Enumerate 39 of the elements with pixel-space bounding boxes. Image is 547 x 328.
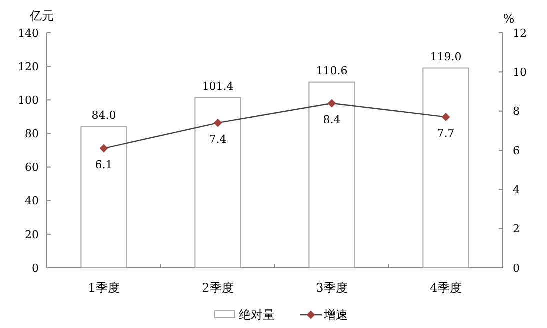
bar (422, 68, 470, 268)
y-tick-label: 80 (25, 128, 39, 141)
y2-tick-label: 0 (513, 262, 520, 275)
bar (308, 82, 356, 268)
y2-tick-label: 8 (513, 105, 520, 118)
y2-axis-title: % (503, 12, 515, 26)
y-tick-label: 60 (25, 161, 39, 174)
data-label: 8.4 (323, 114, 341, 126)
data-label: 6.1 (95, 158, 113, 172)
y2-tick-label: 6 (513, 144, 520, 158)
x-tick-label: 1季度 (88, 281, 120, 295)
point (214, 119, 222, 128)
legend-label: 绝对量 (239, 308, 275, 322)
data-label: 84.0 (92, 109, 116, 122)
y2-tick-label: 4 (513, 184, 520, 197)
point (442, 113, 450, 122)
x-tick-label: 2季度 (202, 281, 234, 295)
y-tick-label: 40 (25, 194, 39, 208)
y-tick-label: 120 (18, 60, 39, 74)
point (100, 144, 108, 153)
y-axis-title: 亿元 (29, 9, 54, 23)
data-label: 7.7 (437, 127, 455, 140)
x-tick-label: 4季度 (430, 281, 462, 295)
y2-tick-label: 12 (513, 26, 527, 40)
y2-tick-label: 2 (513, 222, 520, 236)
y-tick-label: 100 (18, 94, 39, 107)
x-tick-label: 3季度 (316, 281, 348, 295)
y-tick-label: 140 (18, 26, 39, 40)
legend-label: 增速 (323, 308, 348, 322)
point (328, 100, 336, 108)
data-label: 110.6 (316, 64, 348, 78)
data-label: 101.4 (202, 80, 234, 93)
y-tick-label: 0 (32, 262, 39, 275)
data-label: 119.0 (430, 50, 462, 64)
data-label: 7.4 (209, 133, 227, 146)
bar (80, 126, 128, 268)
bar (194, 97, 242, 268)
y-tick-label: 20 (25, 228, 39, 242)
y2-tick-label: 10 (513, 66, 527, 80)
